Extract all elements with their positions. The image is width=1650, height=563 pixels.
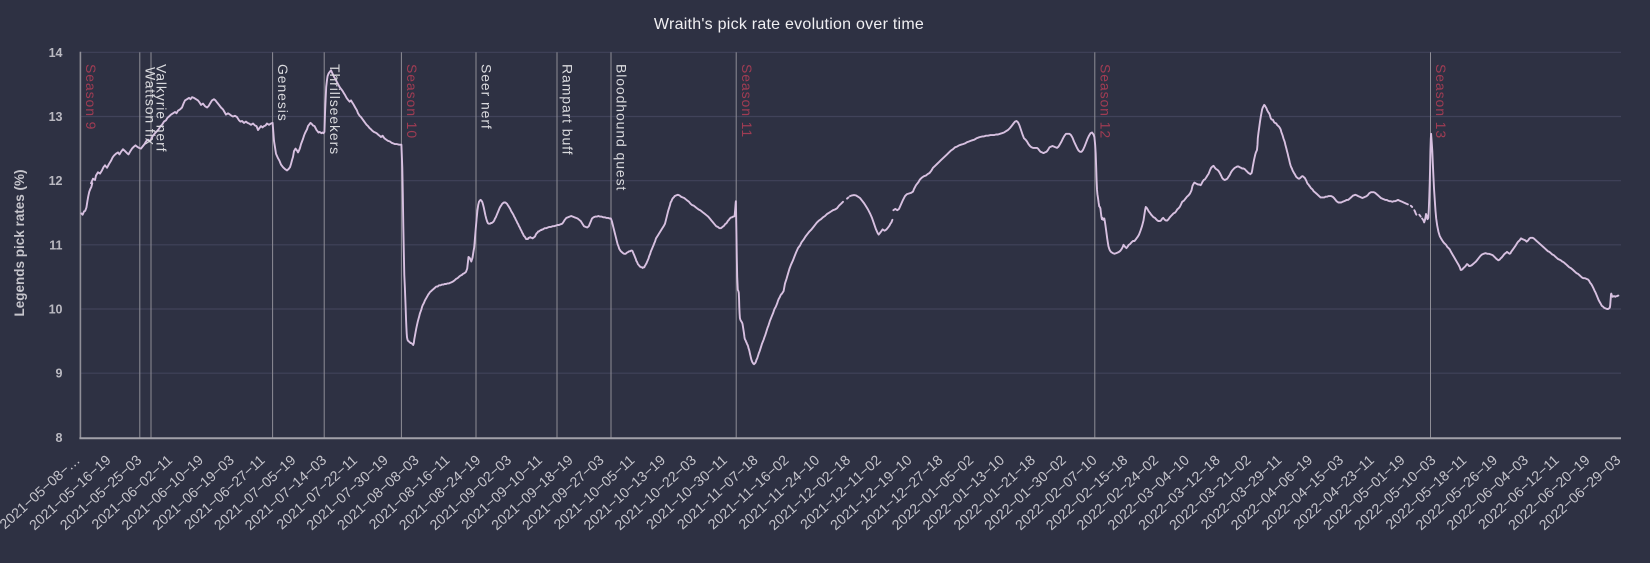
- svg-text:9: 9: [56, 367, 63, 381]
- svg-text:Season 9: Season 9: [83, 64, 99, 130]
- svg-text:13: 13: [49, 110, 63, 124]
- svg-text:Season 10: Season 10: [404, 64, 420, 139]
- svg-text:Genesis: Genesis: [275, 64, 291, 122]
- svg-text:Bloodhound quest: Bloodhound quest: [614, 64, 630, 191]
- svg-text:Season 13: Season 13: [1433, 64, 1449, 139]
- svg-text:12: 12: [49, 174, 63, 188]
- svg-text:Wattson fix: Wattson fix: [142, 67, 158, 146]
- svg-text:Rampart buff: Rampart buff: [560, 64, 576, 155]
- svg-text:11: 11: [49, 238, 62, 252]
- svg-text:Seer nerf: Seer nerf: [479, 64, 495, 130]
- svg-text:Thrillseekers: Thrillseekers: [327, 64, 343, 155]
- svg-text:10: 10: [49, 303, 63, 317]
- svg-text:Wraith's pick rate evolution o: Wraith's pick rate evolution over time: [654, 16, 924, 33]
- svg-text:Legends pick rates (%): Legends pick rates (%): [12, 169, 27, 316]
- svg-text:Season 12: Season 12: [1097, 64, 1113, 139]
- svg-text:Valkyrie nerf: Valkyrie nerf: [154, 64, 170, 152]
- svg-text:14: 14: [49, 46, 63, 60]
- svg-text:8: 8: [56, 431, 63, 445]
- svg-text:Season 11: Season 11: [739, 64, 755, 138]
